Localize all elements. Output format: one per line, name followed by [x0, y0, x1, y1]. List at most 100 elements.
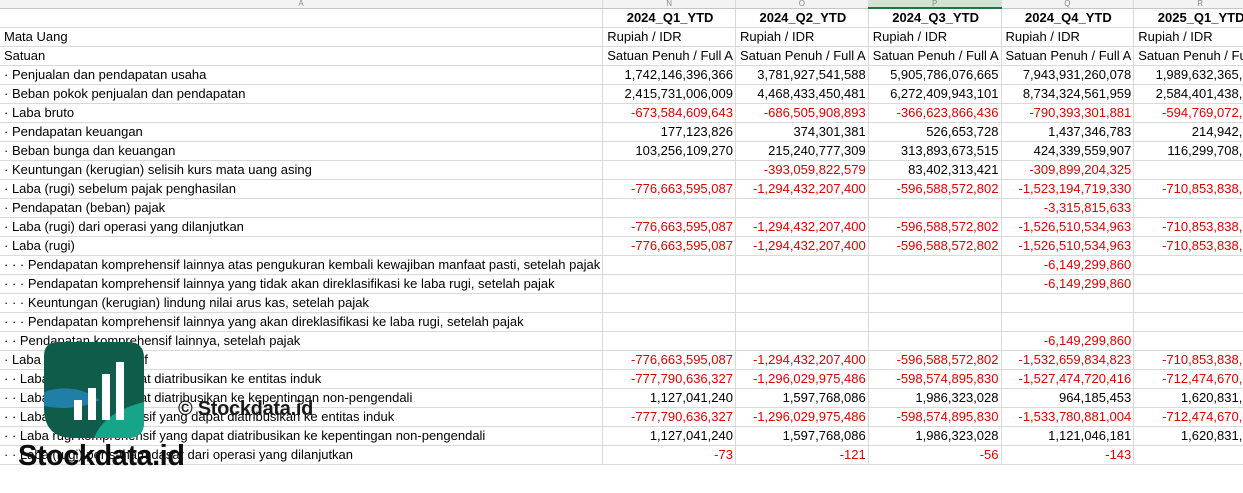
value-cell[interactable]: 1,986,323,028 [868, 388, 1002, 408]
value-cell[interactable]: -1,294,432,207,400 [735, 236, 869, 256]
value-cell[interactable]: -1,296,029,975,486 [735, 369, 869, 389]
value-cell[interactable]: -1,523,194,719,330 [1001, 179, 1135, 199]
period-header-cell[interactable]: 2024_Q3_YTD [868, 8, 1002, 28]
value-cell[interactable]: 116,299,708,993 [1133, 141, 1243, 161]
value-cell[interactable]: -366,623,866,436 [868, 103, 1002, 123]
value-cell[interactable]: 1,986,323,028 [868, 426, 1002, 446]
value-cell[interactable]: 83,402,313,421 [868, 160, 1002, 180]
value-cell[interactable]: -598,574,895,830 [868, 407, 1002, 427]
value-cell[interactable]: -143 [1001, 445, 1135, 465]
value-cell[interactable] [868, 331, 1002, 351]
value-cell[interactable]: -712,474,670,566 [1133, 369, 1243, 389]
value-cell[interactable]: -686,505,908,893 [735, 103, 869, 123]
value-cell[interactable]: -776,663,595,087 [602, 350, 736, 370]
value-cell[interactable] [602, 160, 736, 180]
value-cell[interactable]: -6,149,299,860 [1001, 255, 1135, 275]
value-cell[interactable]: -777,790,636,327 [602, 369, 736, 389]
value-cell[interactable] [602, 198, 736, 218]
value-cell[interactable] [735, 255, 869, 275]
value-cell[interactable] [1133, 198, 1243, 218]
row-label-cell[interactable]: · Laba (rugi) [0, 236, 604, 256]
value-cell[interactable]: 1,620,831,753 [1133, 426, 1243, 446]
value-cell[interactable] [602, 312, 736, 332]
row-label-cell[interactable]: · · · Keuntungan (kerugian) lindung nila… [0, 293, 604, 313]
row-label-cell[interactable]: · · · Pendapatan komprehensif lainnya ya… [0, 312, 604, 332]
row-label-cell[interactable]: · Beban pokok penjualan dan pendapatan [0, 84, 604, 104]
value-cell[interactable] [868, 312, 1002, 332]
value-cell[interactable]: -1,532,659,834,823 [1001, 350, 1135, 370]
period-header-cell[interactable]: 2024_Q4_YTD [1001, 8, 1135, 28]
value-cell[interactable]: 313,893,673,515 [868, 141, 1002, 161]
row-label-cell[interactable]: · Penjualan dan pendapatan usaha [0, 65, 604, 85]
value-cell[interactable]: -1,294,432,207,400 [735, 350, 869, 370]
value-cell[interactable]: 4,468,433,450,481 [735, 84, 869, 104]
value-cell[interactable]: 1,597,768,086 [735, 388, 869, 408]
value-cell[interactable]: -3,315,815,633 [1001, 198, 1135, 218]
value-cell[interactable]: -1,527,474,720,416 [1001, 369, 1135, 389]
value-cell[interactable]: -776,663,595,087 [602, 217, 736, 237]
row-label-cell[interactable]: · · Laba rugi komprehensif yang dapat di… [0, 426, 604, 446]
value-cell[interactable]: -598,574,895,830 [868, 369, 1002, 389]
value-cell[interactable]: 2,415,731,006,009 [602, 84, 736, 104]
value-cell[interactable]: -710,853,838,813 [1133, 179, 1243, 199]
value-cell[interactable] [1133, 312, 1243, 332]
column-header[interactable]: Q [1001, 0, 1135, 9]
value-cell[interactable] [1133, 255, 1243, 275]
value-cell[interactable]: 424,339,559,907 [1001, 141, 1135, 161]
value-cell[interactable]: -790,393,301,881 [1001, 103, 1135, 123]
value-cell[interactable]: -673,584,609,643 [602, 103, 736, 123]
value-cell[interactable]: -596,588,572,802 [868, 217, 1002, 237]
value-cell[interactable] [1133, 160, 1243, 180]
value-cell[interactable] [735, 312, 869, 332]
value-cell[interactable] [602, 293, 736, 313]
value-cell[interactable] [868, 274, 1002, 294]
value-cell[interactable]: -1,526,510,534,963 [1001, 217, 1135, 237]
column-header[interactable]: A [0, 0, 604, 9]
column-header[interactable]: P [868, 0, 1002, 9]
value-cell[interactable]: 3,781,927,541,588 [735, 65, 869, 85]
value-cell[interactable]: -1,294,432,207,400 [735, 217, 869, 237]
meta-cell[interactable]: Rupiah / IDR [868, 27, 1002, 47]
meta-cell[interactable]: Rupiah / IDR [1001, 27, 1135, 47]
value-cell[interactable]: 964,185,453 [1001, 388, 1135, 408]
period-header-cell[interactable]: 2024_Q1_YTD [602, 8, 736, 28]
value-cell[interactable] [735, 331, 869, 351]
value-cell[interactable] [868, 255, 1002, 275]
value-cell[interactable]: -776,663,595,087 [602, 179, 736, 199]
row-label-cell[interactable]: · · · Pendapatan komprehensif lainnya at… [0, 255, 604, 275]
row-label-cell[interactable]: · · Laba (rugi) per saham dasar dari ope… [0, 445, 604, 465]
value-cell[interactable] [735, 293, 869, 313]
value-cell[interactable]: 1,989,632,365,982 [1133, 65, 1243, 85]
value-cell[interactable]: 6,272,409,943,101 [868, 84, 1002, 104]
spreadsheet-grid[interactable]: ANOPQRST2024_Q1_YTD2024_Q2_YTD2024_Q3_YT… [0, 0, 1243, 465]
value-cell[interactable] [735, 198, 869, 218]
value-cell[interactable]: -596,588,572,802 [868, 350, 1002, 370]
meta-cell[interactable]: Rupiah / IDR [1133, 27, 1243, 47]
row-label-cell[interactable]: · Beban bunga dan keuangan [0, 141, 604, 161]
value-cell[interactable]: -1,296,029,975,486 [735, 407, 869, 427]
meta-cell[interactable]: Satuan Penuh / Full A [868, 46, 1002, 66]
meta-cell[interactable]: Satuan Penuh / Full A [735, 46, 869, 66]
value-cell[interactable] [1133, 331, 1243, 351]
value-cell[interactable] [602, 274, 736, 294]
value-cell[interactable] [1133, 274, 1243, 294]
row-label-cell[interactable]: · Keuntungan (kerugian) selisih kurs mat… [0, 160, 604, 180]
meta-cell[interactable]: Rupiah / IDR [735, 27, 869, 47]
value-cell[interactable]: -1,526,510,534,963 [1001, 236, 1135, 256]
value-cell[interactable]: -596,588,572,802 [868, 236, 1002, 256]
value-cell[interactable]: 1,127,041,240 [602, 388, 736, 408]
value-cell[interactable]: -309,899,204,325 [1001, 160, 1135, 180]
value-cell[interactable] [868, 293, 1002, 313]
value-cell[interactable]: -67 [1133, 445, 1243, 465]
value-cell[interactable]: 1,742,146,396,366 [602, 65, 736, 85]
value-cell[interactable]: -596,588,572,802 [868, 179, 1002, 199]
value-cell[interactable]: -594,769,072,695 [1133, 103, 1243, 123]
value-cell[interactable]: -1,533,780,881,004 [1001, 407, 1135, 427]
value-cell[interactable]: 7,943,931,260,078 [1001, 65, 1135, 85]
value-cell[interactable] [1001, 293, 1135, 313]
value-cell[interactable]: 5,905,786,076,665 [868, 65, 1002, 85]
cell[interactable] [0, 8, 604, 28]
value-cell[interactable] [1133, 293, 1243, 313]
value-cell[interactable]: 374,301,381 [735, 122, 869, 142]
